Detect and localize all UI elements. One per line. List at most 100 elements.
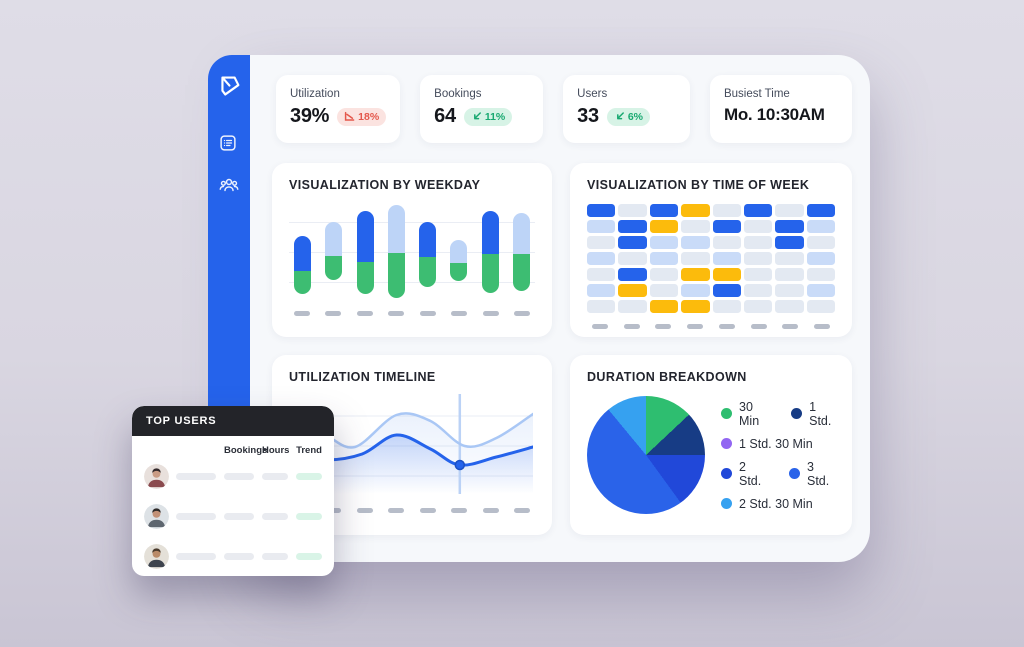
chart-down-icon: [344, 111, 355, 122]
heatmap-cell-r5c5: [712, 268, 741, 281]
heatmap-cell-r4c2: [618, 252, 647, 265]
sidebar-item-list-icon[interactable]: [217, 132, 241, 159]
legend-row: 2 Std. 3 Std.: [721, 460, 835, 488]
axis-tick-placeholder: [419, 508, 436, 513]
heatmap-cell-r6c3: [649, 284, 679, 297]
avatar-user-3: [144, 543, 169, 569]
stat-card-utilization: Utilization 39% 18%: [276, 75, 401, 143]
weekday-bar-5: [419, 202, 437, 302]
top-users-row-1: [132, 456, 334, 496]
top-users-column-hours: Hours: [262, 445, 290, 456]
legend-label: 2 Std.: [739, 459, 762, 488]
gridline: [289, 222, 535, 223]
heatmap-cell-r2c7: [775, 220, 804, 233]
heatmap-cell-r1c7: [775, 204, 804, 217]
axis-tick-placeholder: [513, 311, 530, 316]
gridline: [289, 282, 535, 283]
axis-tick-placeholder: [325, 311, 342, 316]
timeline-chart-card: UTILIZATION TIMELINE: [272, 355, 552, 535]
timeofweek-chart-card: VISUALIZATION BY TIME OF WEEK: [570, 163, 852, 337]
bookings-placeholder-pill: [224, 472, 254, 480]
heatmap-cell-r6c6: [743, 284, 773, 297]
weekday-bar-3: [356, 202, 374, 302]
weekday-bar-6: [450, 202, 468, 302]
duration-chart-card: DURATION BREAKDOWN 30 Min 1 Std. 1 Std. 30…: [570, 355, 852, 535]
heatmap-cell-r6c1: [587, 284, 616, 297]
legend-item-6: 2 Std. 30 Min: [721, 497, 813, 511]
timeline-marker-dot: [454, 459, 466, 471]
top-users-column-bookings: Bookings: [224, 445, 268, 456]
legend-item-5: 3 Std.: [789, 460, 835, 488]
legend-row: 30 Min 1 Std.: [721, 400, 835, 428]
trend-down-icon: [614, 111, 625, 122]
sidebar-item-users-group-icon[interactable]: [217, 173, 241, 202]
heatmap-cell-r1c8: [806, 204, 835, 217]
duration-chart-title: DURATION BREAKDOWN: [587, 370, 747, 384]
heatmap-cell-r3c5: [712, 236, 741, 249]
legend-label: 1 Std.: [809, 399, 832, 428]
legend-dot: [721, 438, 732, 449]
bar-segment: [450, 240, 468, 281]
heatmap-cell-r5c7: [775, 268, 804, 281]
top-users-column-trend: Trend: [296, 445, 322, 456]
axis-tick-placeholder: [419, 311, 436, 316]
sidebar-nav: [217, 132, 241, 216]
hours-placeholder-pill: [262, 512, 288, 520]
legend-item-3: 1 Std. 30 Min: [721, 437, 813, 451]
stat-card-busiest-time: Busiest Time Mo. 10:30AM: [709, 75, 852, 143]
gridline: [289, 252, 535, 253]
stat-label: Busiest Time: [723, 88, 790, 100]
timeline-line-chart: [287, 394, 535, 499]
avatar-user-2: [144, 503, 169, 529]
heatmap-cell-r1c6: [743, 204, 773, 217]
stat-label: Utilization: [290, 88, 340, 100]
weekday-bar-plot: [289, 202, 535, 302]
heatmap-cell-r6c5: [712, 284, 741, 297]
bookings-placeholder-pill: [224, 512, 254, 520]
bar-segment: [294, 236, 311, 294]
axis-tick-placeholder: [482, 311, 499, 316]
stat-badge: 6%: [606, 107, 651, 126]
heatmap-cell-r1c1: [587, 204, 616, 217]
heatmap-cell-r3c3: [649, 236, 679, 249]
top-users-card: TOP USERS Bookings Hours Trend: [132, 406, 334, 576]
heatmap-cell-r7c2: [618, 300, 647, 313]
heatmap-cell-r7c7: [775, 300, 804, 313]
stat-value: Mo. 10:30AM: [723, 105, 825, 124]
stat-card-bookings: Bookings 64 11%: [420, 75, 544, 143]
stat-badge-text: 6%: [627, 110, 644, 123]
axis-tick-placeholder: [482, 508, 499, 513]
legend-dot: [791, 408, 803, 419]
heatmap-cell-r4c6: [743, 252, 773, 265]
bookings-placeholder-pill: [224, 552, 254, 560]
timeofweek-axis-labels: [587, 324, 835, 329]
brand-logo-icon[interactable]: [214, 71, 244, 106]
stat-value: 64: [434, 105, 456, 127]
axis-tick-placeholder: [655, 324, 672, 329]
heatmap-cell-r4c7: [775, 252, 804, 265]
avatar-user-1: [144, 463, 169, 489]
heatmap-cell-r6c4: [681, 284, 710, 297]
heatmap-cell-r3c1: [587, 236, 616, 249]
heatmap-cell-r7c6: [743, 300, 773, 313]
legend-dot: [789, 468, 800, 479]
legend-label: 2 Std. 30 Min: [739, 496, 813, 511]
heatmap-cell-r5c3: [649, 268, 679, 281]
heatmap-cell-r2c8: [806, 220, 835, 233]
top-users-header: TOP USERS: [132, 406, 334, 436]
name-placeholder-pill: [176, 552, 216, 560]
legend-item-2: 1 Std.: [791, 400, 835, 428]
name-placeholder-pill: [176, 512, 216, 520]
heatmap-cell-r1c2: [618, 204, 647, 217]
heatmap-cell-r3c8: [806, 236, 835, 249]
axis-tick-placeholder: [451, 508, 468, 513]
heatmap-cell-r2c1: [587, 220, 616, 233]
heatmap-cell-r1c5: [712, 204, 741, 217]
heatmap-cell-r3c7: [775, 236, 804, 249]
legend-row: 1 Std. 30 Min: [721, 437, 835, 451]
heatmap-cell-r4c4: [681, 252, 710, 265]
hours-placeholder-pill: [262, 472, 288, 480]
heatmap-cell-r2c6: [743, 220, 773, 233]
legend-label: 30 Min: [739, 399, 760, 428]
